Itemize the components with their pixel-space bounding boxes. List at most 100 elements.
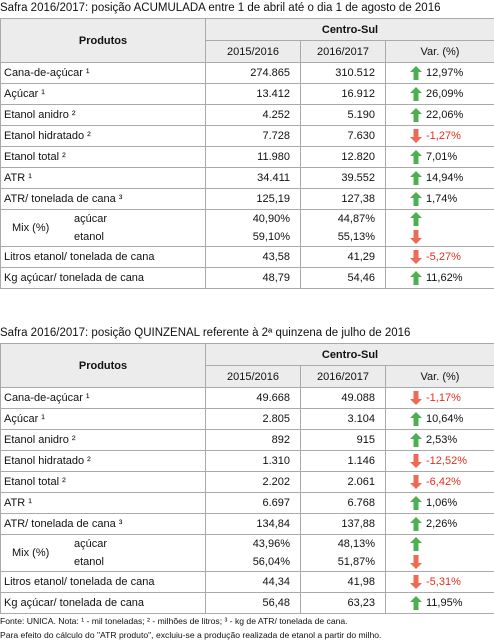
- var-value: 12,97%: [426, 67, 464, 79]
- var-value: -5,31%: [426, 576, 461, 588]
- var-value: 14,94%: [426, 172, 464, 184]
- label-cell: Mix (%) açúcar etanol: [0, 534, 206, 572]
- arrow-shape: [410, 412, 422, 426]
- table-row: Mix (%) açúcar etanol 40,90% 59,10% 44,87% 55,…: [0, 209, 494, 247]
- var-cell: 26,09%: [385, 83, 494, 105]
- var-cell: 1,06%: [385, 492, 494, 514]
- value-cell: 274.865: [205, 62, 301, 84]
- value-cell: 16.912: [300, 83, 386, 105]
- arrow-shape: [410, 575, 422, 589]
- value-cell: 2.061: [300, 471, 386, 493]
- var-value: 2,26%: [426, 518, 458, 530]
- table-row: Kg açúcar/ tonelada de cana 48,79 54,46 11,…: [0, 267, 494, 289]
- table-title: Safra 2016/2017: posição QUINZENAL refer…: [0, 327, 411, 339]
- var-value: -12,52%: [426, 455, 467, 467]
- mix-label: Mix (%) açúcar etanol: [4, 535, 205, 571]
- value-stack: 48,13% 51,87%: [301, 535, 375, 571]
- var-cell: 14,94%: [385, 167, 494, 189]
- label-cell: Etanol hidratado ²: [0, 450, 206, 472]
- header-cell: Var. (%): [385, 40, 494, 63]
- value: 51,87%: [337, 556, 375, 568]
- table-row: Etanol anidro ² 4.252 5.190 22,06%: [0, 104, 494, 126]
- var-value: -6,42%: [426, 476, 461, 488]
- arrow-down: [410, 230, 422, 244]
- mix-title: Mix (%): [12, 547, 50, 559]
- var-wrap: -6,42%: [410, 475, 494, 489]
- arrow-shape: [410, 454, 422, 468]
- label-cell: Litros etanol/ tonelada de cana: [0, 246, 206, 268]
- var-wrap: 2,53%: [410, 433, 494, 447]
- arrow-shape: [410, 537, 422, 551]
- arrow-holder: [410, 210, 494, 228]
- var-cell: 1,74%: [385, 188, 494, 210]
- value-cell: 34.411: [205, 167, 301, 189]
- arrow-up: [410, 171, 422, 185]
- var-value: 1,06%: [426, 497, 458, 509]
- value-cell: 915: [300, 429, 386, 451]
- value-cell: 2.805: [205, 408, 301, 430]
- arrow-shape: [410, 87, 422, 101]
- value-cell: 12.820: [300, 146, 386, 168]
- value-cell: 4.252: [205, 104, 301, 126]
- sub-label: açúcar: [74, 213, 108, 225]
- mix-sub-labels: açúcar etanol: [74, 210, 107, 246]
- value-cell: 39.552: [300, 167, 386, 189]
- value-cell: 43,58: [205, 246, 301, 268]
- arrow-shape: [410, 250, 422, 264]
- arrow-shape: [410, 212, 422, 226]
- value-cell: 127,38: [300, 188, 386, 210]
- label-cell: Kg açúcar/ tonelada de cana: [0, 267, 206, 289]
- arrow-up: [410, 108, 422, 122]
- header-row: Produtos Centro-Sul: [0, 18, 494, 63]
- value-cell: 63,23: [300, 592, 386, 614]
- value-cell: 41,29: [300, 246, 386, 268]
- header-cell: 2016/2017: [300, 365, 386, 388]
- value-cell: 40,90% 59,10%: [205, 209, 301, 247]
- table-row: Etanol total ² 2.202 2.061 -6,42%: [0, 471, 494, 493]
- data-table: Produtos Centro-Sul 2015/2016 2016/2017 Var.…: [0, 343, 494, 614]
- value-cell: 48,13% 51,87%: [300, 534, 386, 572]
- var-value: 2,53%: [426, 434, 458, 446]
- label-cell: Etanol total ²: [0, 146, 206, 168]
- header-cell: 2016/2017: [300, 40, 386, 63]
- table-row: ATR ¹ 6.697 6.768 1,06%: [0, 492, 494, 514]
- value: 48,13%: [337, 538, 375, 550]
- arrow-shape: [410, 555, 422, 569]
- arrow-shape: [410, 129, 422, 143]
- value-cell: 43,96% 56,04%: [205, 534, 301, 572]
- value-cell: 125,19: [205, 188, 301, 210]
- var-wrap: -5,31%: [410, 575, 494, 589]
- value-cell: 3.104: [300, 408, 386, 430]
- value-cell: 48,79: [205, 267, 301, 289]
- label-cell: Cana-de-açúcar ¹: [0, 387, 206, 409]
- header-cell: Var. (%): [385, 365, 494, 388]
- value-cell: 7.728: [205, 125, 301, 147]
- value: 55,13%: [337, 231, 375, 243]
- table-row: Cana-de-açúcar ¹ 49.668 49.088 -1,17%: [0, 387, 494, 409]
- value-cell: 892: [205, 429, 301, 451]
- table-row: Kg açúcar/ tonelada de cana 56,48 63,23 11,…: [0, 592, 494, 614]
- arrow-shape: [410, 433, 422, 447]
- arrow-shape: [410, 496, 422, 510]
- value-cell: 134,84: [205, 513, 301, 535]
- arrow-down: [410, 475, 422, 489]
- value-cell: 13.412: [205, 83, 301, 105]
- arrow-up: [410, 496, 422, 510]
- label-cell: ATR ¹: [0, 492, 206, 514]
- label-cell: Litros etanol/ tonelada de cana: [0, 571, 206, 593]
- var-cell: 11,62%: [385, 267, 494, 289]
- arrow-down: [410, 391, 422, 405]
- table-row: Etanol hidratado ² 1.310 1.146 -12,52%: [0, 450, 494, 472]
- var-value: 11,62%: [426, 272, 463, 284]
- var-cell: [385, 209, 494, 247]
- table-section: Safra 2016/2017: posição ACUMULADA entre…: [0, 0, 494, 289]
- header-cell: 2015/2016: [205, 40, 301, 63]
- value-cell: 5.190: [300, 104, 386, 126]
- arrow-shape: [410, 475, 422, 489]
- value-cell: 7.630: [300, 125, 386, 147]
- table-row: Litros etanol/ tonelada de cana 43,58 41,2…: [0, 246, 494, 268]
- var-cell: 2,53%: [385, 429, 494, 451]
- var-value: 7,01%: [426, 151, 458, 163]
- arrow-up: [410, 66, 422, 80]
- value-cell: 54,46: [300, 267, 386, 289]
